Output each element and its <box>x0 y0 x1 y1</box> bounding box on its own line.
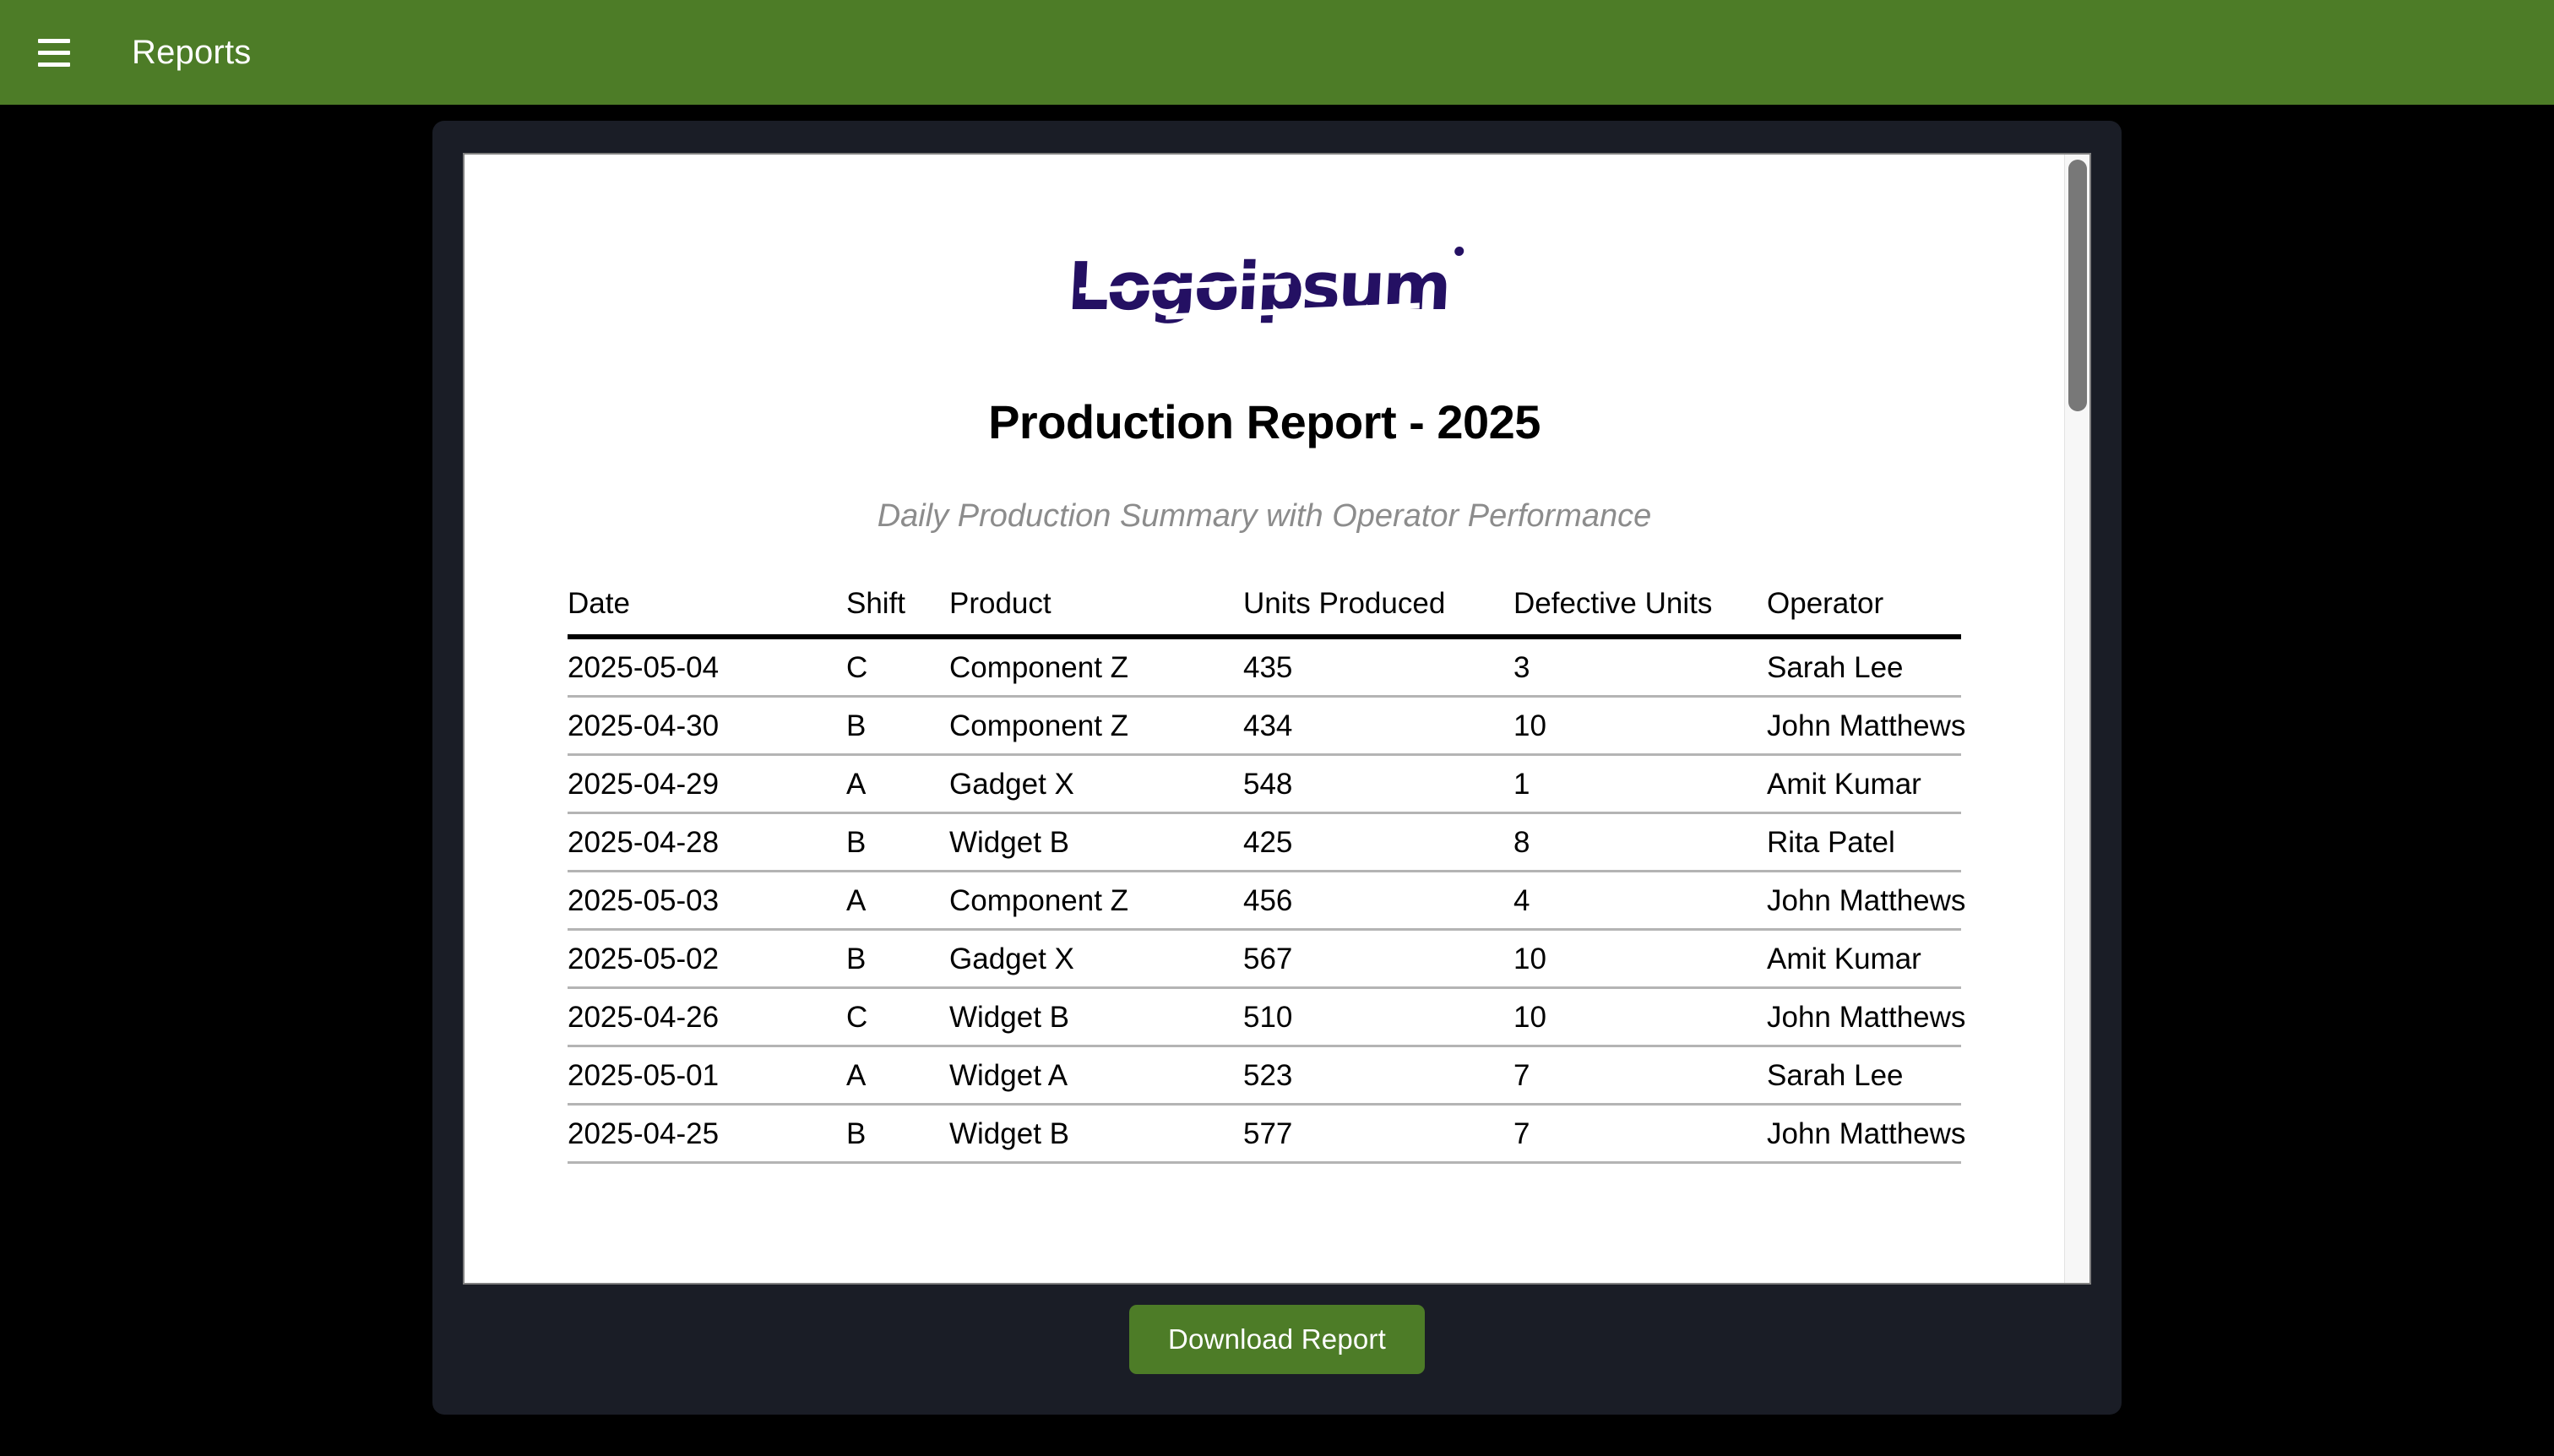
document-viewer: Logoipsum Production Report - 2025 Daily… <box>463 153 2091 1285</box>
table-column-header: Date <box>568 587 846 639</box>
table-cell: 8 <box>1513 812 1767 872</box>
app-header: Reports <box>0 0 2554 105</box>
table-cell: B <box>846 696 949 756</box>
table-cell: Component Z <box>949 871 1243 931</box>
table-cell: Gadget X <box>949 754 1243 814</box>
table-cell: 577 <box>1243 1104 1513 1164</box>
table-cell: Widget A <box>949 1046 1243 1106</box>
table-cell: Amit Kumar <box>1767 754 1961 814</box>
table-row: 2025-05-01 A Widget A 523 7 Sarah Lee <box>568 1046 1961 1106</box>
logoipsum-logo: Logoipsum <box>1065 247 1464 325</box>
table-cell: 456 <box>1243 871 1513 931</box>
report-title: Production Report - 2025 <box>988 395 1541 448</box>
table-column-header: Defective Units <box>1513 587 1767 639</box>
table-row: 2025-04-29 A Gadget X 548 1 Amit Kumar <box>568 754 1961 814</box>
hamburger-menu-icon[interactable] <box>24 22 84 83</box>
table-row: 2025-05-02 B Gadget X 567 10 Amit Kumar <box>568 929 1961 989</box>
production-report-table: Date Shift Product Units Produced Defective … <box>568 587 1965 1164</box>
table-cell: 523 <box>1243 1046 1513 1106</box>
scrollbar-thumb[interactable] <box>2068 160 2087 411</box>
table-cell: 10 <box>1513 987 1767 1047</box>
table-cell: 3 <box>1513 637 1767 698</box>
logo-dot-icon <box>1454 247 1464 256</box>
table-cell: 7 <box>1513 1104 1767 1164</box>
table-cell: 510 <box>1243 987 1513 1047</box>
table-cell: 7 <box>1513 1046 1767 1106</box>
vertical-scrollbar[interactable] <box>2064 155 2089 1283</box>
table-cell: 4 <box>1513 871 1767 931</box>
table-header-row: Date Shift Product Units Produced Defective … <box>568 587 1961 639</box>
table-cell: 2025-05-04 <box>568 637 846 698</box>
table-cell: John Matthews <box>1767 1104 1965 1164</box>
table-cell: 567 <box>1243 929 1513 989</box>
hamburger-line-2 <box>38 50 70 55</box>
table-cell: C <box>846 637 949 698</box>
table-row: 2025-04-25 B Widget B 577 7 John Matthews <box>568 1104 1965 1164</box>
table-cell: 434 <box>1243 696 1513 756</box>
action-row: Download Report <box>432 1305 2122 1374</box>
table-cell: 2025-04-30 <box>568 696 846 756</box>
table-cell: A <box>846 871 949 931</box>
table-cell: Widget B <box>949 1104 1243 1164</box>
table-cell: Sarah Lee <box>1767 1046 1961 1106</box>
table-cell: B <box>846 1104 949 1164</box>
table-column-header: Product <box>949 587 1243 639</box>
table-cell: 2025-04-29 <box>568 754 846 814</box>
table-cell: 2025-05-02 <box>568 929 846 989</box>
table-cell: Gadget X <box>949 929 1243 989</box>
table-cell: 548 <box>1243 754 1513 814</box>
table-cell: Component Z <box>949 696 1243 756</box>
table-cell: 2025-04-26 <box>568 987 846 1047</box>
table-cell: Component Z <box>949 637 1243 698</box>
report-subtitle: Daily Production Summary with Operator P… <box>877 498 1652 534</box>
table-cell: 2025-05-03 <box>568 871 846 931</box>
table-cell: A <box>846 1046 949 1106</box>
document-scroll-area[interactable]: Logoipsum Production Report - 2025 Daily… <box>465 155 2064 1283</box>
page-title: Reports <box>132 34 252 71</box>
report-table-container: Date Shift Product Units Produced Defective … <box>568 587 1965 1164</box>
table-cell: John Matthews <box>1767 696 1965 756</box>
table-row: 2025-05-03 A Component Z 456 4 John Matthews <box>568 871 1965 931</box>
hamburger-line-3 <box>38 62 70 67</box>
table-cell: 425 <box>1243 812 1513 872</box>
table-cell: 10 <box>1513 696 1767 756</box>
table-cell: John Matthews <box>1767 871 1965 931</box>
table-cell: Amit Kumar <box>1767 929 1961 989</box>
table-header: Date Shift Product Units Produced Defective … <box>568 587 1961 639</box>
document-page: Logoipsum Production Report - 2025 Daily… <box>465 155 2064 1164</box>
table-row: 2025-05-04 C Component Z 435 3 Sarah Lee <box>568 637 1961 698</box>
table-cell: A <box>846 754 949 814</box>
report-card: Logoipsum Production Report - 2025 Daily… <box>432 121 2122 1415</box>
table-cell: B <box>846 812 949 872</box>
logo-container: Logoipsum <box>465 247 2064 325</box>
table-cell: 2025-04-28 <box>568 812 846 872</box>
table-column-header: Units Produced <box>1243 587 1513 639</box>
table-cell: 2025-05-01 <box>568 1046 846 1106</box>
table-cell: 1 <box>1513 754 1767 814</box>
table-body: 2025-05-04 C Component Z 435 3 Sarah Lee 2025-… <box>568 637 1965 1164</box>
table-row: 2025-04-30 B Component Z 434 10 John Matthews <box>568 696 1965 756</box>
table-cell: Widget B <box>949 987 1243 1047</box>
table-row: 2025-04-26 C Widget B 510 10 John Matthews <box>568 987 1965 1047</box>
table-column-header: Shift <box>846 587 949 639</box>
download-report-button[interactable]: Download Report <box>1129 1305 1425 1374</box>
table-cell: B <box>846 929 949 989</box>
table-cell: John Matthews <box>1767 987 1965 1047</box>
table-cell: 435 <box>1243 637 1513 698</box>
table-column-header: Operator <box>1767 587 1961 639</box>
table-cell: Rita Patel <box>1767 812 1961 872</box>
table-cell: C <box>846 987 949 1047</box>
table-row: 2025-04-28 B Widget B 425 8 Rita Patel <box>568 812 1961 872</box>
table-cell: 2025-04-25 <box>568 1104 846 1164</box>
table-cell: 10 <box>1513 929 1767 989</box>
hamburger-line-1 <box>38 38 70 43</box>
table-cell: Sarah Lee <box>1767 637 1961 698</box>
table-cell: Widget B <box>949 812 1243 872</box>
